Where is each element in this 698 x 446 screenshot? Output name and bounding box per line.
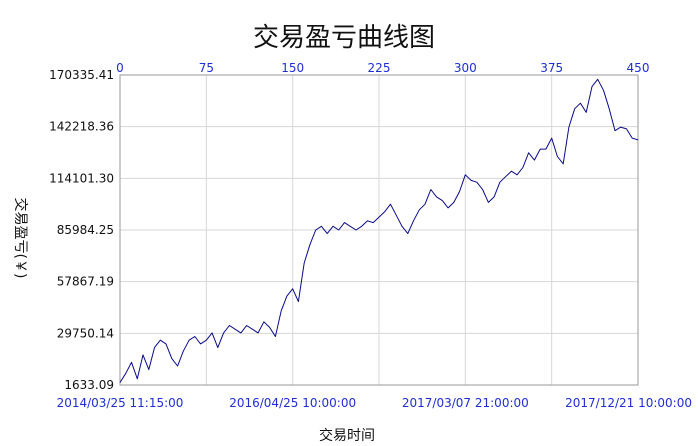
y-axis-ticks: 1633.09 29750.14 57867.19 85984.25 114101.30… — [49, 68, 114, 392]
top-tick-label: 375 — [540, 61, 563, 75]
x-tick-label: 2016/04/25 10:00:00 — [229, 396, 356, 410]
y-tick-label: 114101.30 — [49, 171, 114, 185]
top-tick-label: 300 — [454, 61, 477, 75]
y-tick-label: 1633.09 — [64, 378, 114, 392]
top-tick-label: 0 — [116, 61, 124, 75]
y-tick-label: 170335.41 — [49, 68, 114, 82]
y-axis-label: 交易盈亏(￥) — [12, 198, 29, 279]
x-tick-label: 2017/03/07 21:00:00 — [402, 396, 529, 410]
top-tick-label: 150 — [281, 61, 304, 75]
grid-lines — [120, 75, 638, 385]
y-tick-label: 142218.36 — [49, 120, 114, 134]
x-tick-label: 2017/12/21 10:00:00 — [565, 396, 692, 410]
top-axis-ticks: 0 75 150 225 300 375 450 — [116, 61, 649, 75]
chart-title: 交易盈亏曲线图 — [253, 23, 435, 53]
y-tick-label: 57867.19 — [57, 275, 114, 289]
top-tick-label: 225 — [368, 61, 391, 75]
series-layer — [119, 78, 639, 383]
y-tick-label: 85984.25 — [57, 223, 114, 237]
x-tick-label: 2014/03/25 11:15:00 — [57, 396, 184, 410]
x-axis-label: 交易时间 — [319, 427, 375, 444]
series-line — [119, 78, 639, 383]
plot-frame — [119, 74, 639, 386]
top-tick-label: 75 — [199, 61, 214, 75]
top-tick-label: 450 — [627, 61, 650, 75]
x-axis-ticks: 2014/03/25 11:15:00 2016/04/25 10:00:00 20… — [57, 396, 692, 410]
y-tick-label: 29750.14 — [57, 326, 114, 340]
